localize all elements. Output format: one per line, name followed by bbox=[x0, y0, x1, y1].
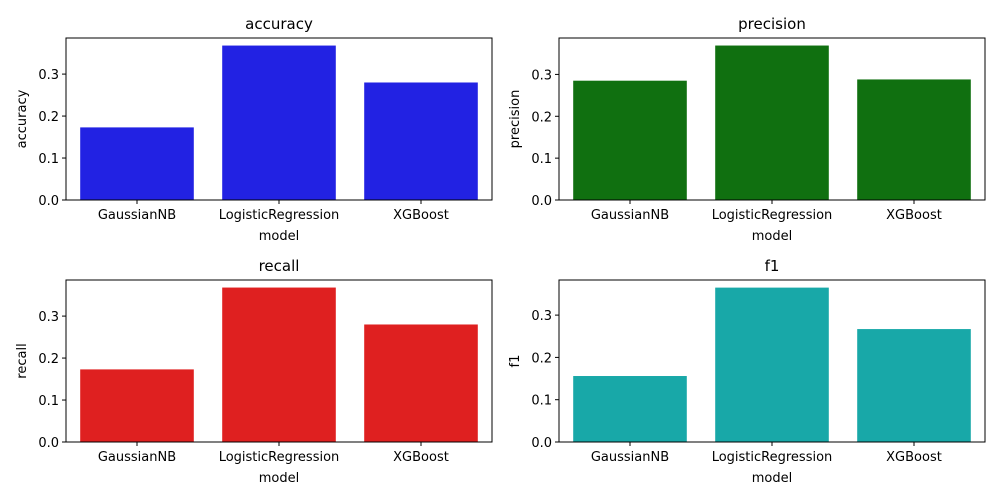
bar-GaussianNB bbox=[573, 80, 687, 200]
x-tick-label: LogisticRegression bbox=[712, 208, 833, 223]
y-tick-label: 0.0 bbox=[38, 436, 59, 451]
bar-group bbox=[573, 45, 971, 201]
x-axis-label: model bbox=[259, 471, 299, 486]
x-axis-label: model bbox=[259, 229, 299, 244]
x-tick-label: GaussianNB bbox=[98, 208, 176, 223]
y-axis-ticks: 0.0 0.1 0.2 0.3 bbox=[38, 68, 66, 209]
x-axis-ticks: GaussianNB LogisticRegression XGBoost bbox=[591, 200, 942, 223]
x-axis-ticks: GaussianNB LogisticRegression XGBoost bbox=[98, 200, 449, 223]
y-axis-label: f1 bbox=[508, 355, 523, 368]
y-tick-label: 0.2 bbox=[38, 352, 59, 367]
y-tick-label: 0.1 bbox=[38, 394, 59, 409]
x-tick-label: GaussianNB bbox=[591, 208, 669, 223]
y-axis-ticks: 0.0 0.1 0.2 0.3 bbox=[531, 309, 559, 451]
axes-frame bbox=[558, 37, 986, 201]
bar-XGBoost bbox=[364, 324, 478, 442]
x-axis-label: model bbox=[752, 229, 792, 244]
bar-XGBoost bbox=[857, 329, 971, 442]
subplot-title: precision bbox=[738, 15, 806, 33]
bar-XGBoost bbox=[364, 82, 478, 200]
bar-LogisticRegression bbox=[715, 45, 829, 201]
y-tick-label: 0.1 bbox=[38, 152, 59, 167]
bar-LogisticRegression bbox=[222, 45, 336, 200]
x-tick-label: XGBoost bbox=[393, 208, 449, 223]
x-tick-label: XGBoost bbox=[393, 450, 449, 465]
x-tick-label: LogisticRegression bbox=[219, 208, 340, 223]
y-tick-label: 0.2 bbox=[38, 110, 59, 125]
y-axis-label: accuracy bbox=[15, 89, 30, 148]
bar-group bbox=[80, 287, 478, 442]
bar-LogisticRegression bbox=[715, 287, 829, 442]
bar-GaussianNB bbox=[80, 127, 194, 200]
x-tick-label: LogisticRegression bbox=[219, 450, 340, 465]
y-axis-label: recall bbox=[15, 343, 30, 378]
subplot-title: accuracy bbox=[245, 15, 313, 33]
y-axis-ticks: 0.0 0.1 0.2 0.3 bbox=[531, 68, 559, 209]
x-tick-label: XGBoost bbox=[886, 450, 942, 465]
y-tick-label: 0.3 bbox=[531, 309, 552, 324]
subplot-precision: precision 0.0 0.1 0.2 0.3 GaussianNB Logisti… bbox=[508, 15, 986, 244]
y-tick-label: 0.3 bbox=[38, 68, 59, 83]
y-tick-label: 0.3 bbox=[38, 310, 59, 325]
bar-GaussianNB bbox=[80, 369, 194, 442]
bar-LogisticRegression bbox=[222, 287, 336, 442]
y-axis-ticks: 0.0 0.1 0.2 0.3 bbox=[38, 310, 66, 451]
x-tick-label: GaussianNB bbox=[591, 450, 669, 465]
axes-frame bbox=[558, 279, 986, 443]
x-axis-label: model bbox=[752, 471, 792, 486]
y-tick-label: 0.0 bbox=[531, 194, 552, 209]
x-tick-label: GaussianNB bbox=[98, 450, 176, 465]
x-axis-ticks: GaussianNB LogisticRegression XGBoost bbox=[98, 442, 449, 465]
y-tick-label: 0.2 bbox=[531, 110, 552, 125]
y-axis-label: precision bbox=[508, 90, 523, 149]
bar-group bbox=[80, 45, 478, 200]
y-tick-label: 0.0 bbox=[531, 436, 552, 451]
x-tick-label: XGBoost bbox=[886, 208, 942, 223]
x-tick-label: LogisticRegression bbox=[712, 450, 833, 465]
axes-frame bbox=[65, 37, 493, 201]
bar-group bbox=[573, 287, 971, 442]
bar-GaussianNB bbox=[573, 376, 687, 442]
axes-frame bbox=[65, 279, 493, 443]
bar-XGBoost bbox=[857, 79, 971, 200]
subplot-recall: recall 0.0 0.1 0.2 0.3 GaussianNB LogisticRe… bbox=[15, 257, 493, 486]
subplot-f1: f1 0.0 0.1 0.2 0.3 GaussianNB LogisticRegres… bbox=[508, 257, 986, 486]
y-tick-label: 0.1 bbox=[531, 394, 552, 409]
subplot-title: recall bbox=[259, 257, 300, 275]
subplot-accuracy: accuracy 0.0 0.1 0.2 0.3 GaussianNB Logistic… bbox=[15, 15, 493, 244]
x-axis-ticks: GaussianNB LogisticRegression XGBoost bbox=[591, 442, 942, 465]
y-tick-label: 0.0 bbox=[38, 194, 59, 209]
y-tick-label: 0.3 bbox=[531, 68, 552, 83]
y-tick-label: 0.2 bbox=[531, 351, 552, 366]
subplot-title: f1 bbox=[765, 257, 780, 275]
y-tick-label: 0.1 bbox=[531, 152, 552, 167]
